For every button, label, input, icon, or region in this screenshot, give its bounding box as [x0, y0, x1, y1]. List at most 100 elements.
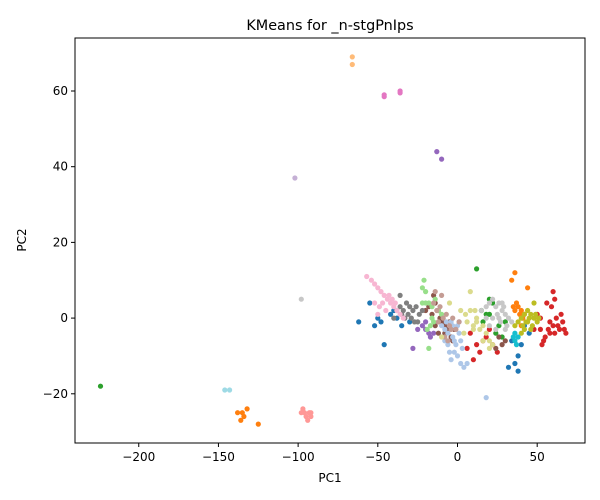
data-point: [378, 319, 384, 325]
data-point: [392, 300, 398, 306]
data-point: [410, 345, 416, 351]
data-point: [483, 330, 489, 336]
data-point: [470, 357, 476, 363]
data-point: [474, 319, 480, 325]
data-point: [518, 307, 524, 314]
y-tick-label: 40: [53, 160, 68, 174]
data-point: [445, 342, 451, 348]
x-axis: −200 −150 −100 −50 0 50: [122, 443, 545, 464]
data-point: [298, 296, 304, 302]
data-point: [486, 326, 492, 332]
data-point: [480, 319, 486, 325]
data-point: [426, 345, 432, 351]
data-point: [464, 345, 470, 351]
data-point: [486, 323, 492, 329]
data-point: [375, 311, 381, 317]
data-point: [461, 364, 467, 370]
data-point: [458, 338, 464, 344]
data-point: [528, 326, 534, 332]
chart-title: KMeans for _n-stgPnIps: [246, 18, 413, 34]
data-point: [486, 345, 492, 351]
data-point: [513, 342, 520, 348]
data-point: [408, 315, 414, 321]
data-point: [450, 315, 456, 321]
data-point: [375, 315, 381, 321]
data-point: [423, 319, 429, 325]
data-point: [448, 357, 454, 363]
data-point: [515, 334, 521, 340]
data-point: [97, 383, 104, 389]
data-point: [381, 292, 387, 298]
data-point: [431, 330, 437, 336]
data-point: [478, 307, 484, 314]
data-point: [448, 326, 454, 332]
data-point: [423, 289, 429, 295]
data-point: [490, 342, 496, 348]
data-point: [429, 315, 435, 321]
data-point: [472, 307, 478, 314]
data-point: [439, 323, 445, 329]
data-point: [512, 360, 518, 367]
data-point: [403, 300, 410, 306]
data-point: [563, 330, 569, 336]
data-point: [388, 311, 394, 317]
data-point: [518, 315, 524, 321]
data-point: [244, 406, 250, 412]
data-point: [464, 319, 470, 325]
data-point: [512, 307, 518, 314]
data-point: [427, 323, 433, 329]
data-point: [493, 330, 499, 336]
data-point: [493, 345, 499, 351]
y-tick-label: −20: [43, 387, 68, 401]
data-point: [372, 323, 378, 329]
data-point: [456, 330, 462, 336]
data-point: [515, 368, 521, 374]
data-point: [378, 289, 384, 295]
data-point: [238, 417, 244, 423]
data-point: [477, 326, 483, 332]
data-point: [493, 326, 499, 332]
data-point: [376, 304, 382, 310]
data-point: [552, 330, 558, 336]
data-point: [509, 319, 515, 325]
data-point: [375, 285, 381, 291]
data-point: [550, 323, 556, 329]
data-point: [446, 349, 453, 355]
data-point: [483, 395, 489, 401]
data-point: [356, 319, 362, 325]
data-point: [380, 300, 386, 306]
data-point: [397, 292, 403, 298]
data-point: [442, 326, 448, 332]
data-point: [397, 311, 403, 317]
data-point: [434, 307, 440, 314]
data-point: [372, 300, 378, 306]
data-point: [381, 94, 387, 100]
data-point: [548, 304, 555, 310]
data-point: [458, 307, 464, 314]
data-point: [496, 315, 502, 321]
x-tick-label: −50: [365, 450, 390, 464]
data-point: [467, 307, 473, 314]
data-point: [386, 292, 392, 298]
y-tick-label: 60: [53, 84, 68, 98]
data-point: [505, 315, 512, 321]
data-point: [486, 338, 492, 344]
data-point: [502, 311, 508, 317]
data-point: [222, 387, 228, 393]
data-point: [419, 307, 425, 314]
data-point: [486, 311, 492, 317]
data-point: [451, 349, 457, 355]
data-point: [525, 285, 531, 291]
data-point: [539, 342, 545, 348]
data-point: [470, 326, 476, 332]
data-point: [255, 421, 261, 427]
data-point: [437, 304, 443, 310]
data-point: [483, 304, 489, 310]
data-point: [432, 289, 438, 295]
data-point: [461, 330, 467, 336]
data-point: [389, 296, 395, 302]
x-axis-title: PC1: [318, 471, 341, 485]
data-point: [405, 311, 411, 317]
data-point: [227, 387, 233, 393]
